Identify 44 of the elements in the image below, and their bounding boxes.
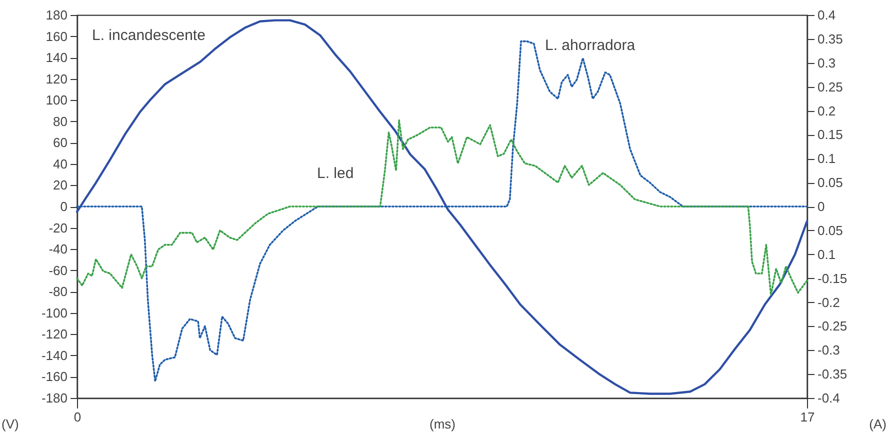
- y2-axis-title: (A): [869, 416, 886, 432]
- y-tick-label: -160: [41, 369, 68, 384]
- y2-tick-label: -0.25: [818, 318, 848, 334]
- y2-tick-label: -0.35: [818, 366, 848, 382]
- y2-tick-label: 0.05: [818, 175, 843, 190]
- series-label: L. ahorradora: [545, 37, 636, 54]
- y-tick-label: -40: [48, 242, 68, 257]
- y-tick-label: -120: [41, 326, 68, 342]
- y-tick-label: -100: [41, 305, 68, 320]
- y2-tick-label: 0.2: [818, 103, 836, 118]
- y-tick-label: 180: [46, 8, 68, 22]
- y-tick-label: 0: [60, 199, 68, 214]
- line-series: [76, 119, 808, 296]
- y-tick-label: 120: [46, 71, 68, 86]
- y-tick-label: 60: [53, 135, 68, 150]
- y2-tick-label: 0.15: [818, 127, 843, 142]
- y-tick-label: 160: [46, 28, 68, 44]
- y-tick-label: 140: [46, 50, 68, 66]
- series-label: L. led: [317, 165, 354, 182]
- y-axis-title: (V): [2, 416, 19, 432]
- y2-tick-label: -0.2: [818, 294, 840, 310]
- x-tick-label: 17: [800, 410, 815, 424]
- y-tick-label: 20: [53, 178, 68, 193]
- y-tick-label: -140: [41, 348, 68, 363]
- y2-tick-label: 0.4: [818, 8, 836, 22]
- y2-tick-label: 0.35: [818, 31, 843, 46]
- y-tick-label: -80: [48, 284, 68, 300]
- y2-tick-label: 0: [818, 199, 825, 214]
- x-axis-title: (ms): [430, 416, 456, 432]
- y2-tick-label: -0.4: [818, 390, 840, 406]
- y-tick-label: -180: [41, 390, 68, 406]
- y2-tick-label: 0.3: [818, 55, 836, 70]
- y2-tick-label: -0.15: [818, 270, 848, 286]
- y-tick-label: 100: [46, 92, 68, 108]
- y-tick-label: -60: [48, 262, 68, 278]
- y2-tick-label: 0.05: [818, 222, 843, 238]
- y2-tick-label: 0.1: [818, 151, 836, 166]
- y2-tick-label: 0.25: [818, 79, 843, 94]
- y2-tick-label: -0.3: [818, 342, 840, 358]
- y2-tick-label: 0.1: [818, 246, 836, 262]
- series-label: L. incandescente: [92, 27, 206, 44]
- y-tick-label: 40: [53, 156, 68, 172]
- y-tick-label: 80: [53, 114, 68, 129]
- y-tick-label: -20: [48, 220, 68, 236]
